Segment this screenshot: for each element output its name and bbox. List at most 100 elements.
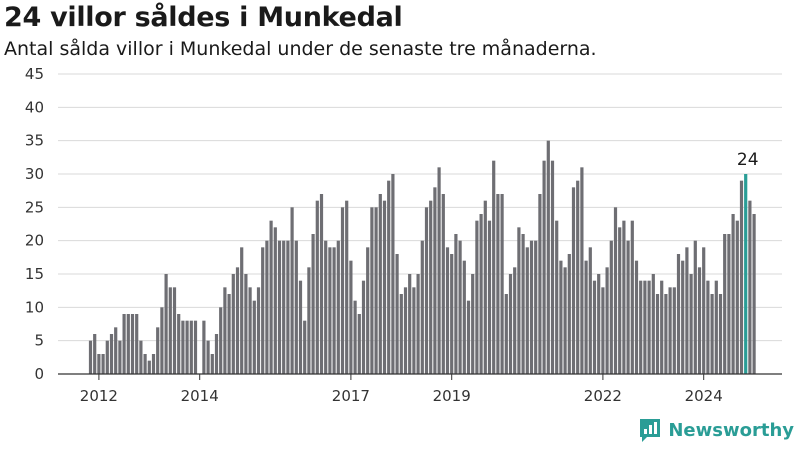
bar [319, 194, 324, 374]
bar [105, 340, 109, 374]
bar [88, 340, 93, 374]
bar [496, 194, 500, 374]
y-tick-label: 20 [25, 232, 44, 250]
bar [277, 240, 282, 374]
chart-title: 24 villor såldes i Munkedal [4, 2, 403, 33]
bar [714, 280, 718, 374]
x-tick-label: 2024 [685, 387, 723, 405]
bar [466, 300, 471, 374]
y-tick-label: 10 [25, 298, 44, 316]
bar [605, 267, 609, 374]
bar [550, 160, 555, 374]
bar [214, 334, 219, 374]
bar [588, 247, 592, 374]
bar [702, 247, 706, 374]
bar [609, 240, 613, 374]
bar [739, 180, 744, 374]
bar [576, 180, 580, 374]
bar [693, 240, 697, 374]
bar [340, 207, 345, 374]
bar [269, 220, 273, 374]
bar-highlight [744, 174, 748, 374]
bar [723, 234, 727, 374]
bar [500, 194, 504, 374]
bar [332, 247, 336, 374]
bar [643, 280, 647, 374]
bar [193, 320, 198, 374]
bar [307, 267, 311, 374]
bar [479, 214, 483, 374]
bar [735, 220, 739, 374]
bar [189, 320, 193, 374]
bar [748, 200, 752, 374]
bar [655, 294, 660, 374]
bar [647, 280, 651, 374]
y-tick-label: 30 [25, 165, 44, 183]
bar [483, 200, 487, 374]
bar [223, 287, 227, 374]
bar [689, 274, 693, 374]
bar [328, 247, 332, 374]
bar [571, 187, 576, 374]
bar [622, 220, 626, 374]
bar [718, 294, 723, 374]
bar [315, 200, 319, 374]
bar [256, 287, 261, 374]
y-tick-label: 15 [25, 265, 44, 283]
bar [529, 240, 534, 374]
bar [395, 254, 399, 374]
bar [387, 180, 391, 374]
brand[interactable]: Newsworthy [638, 416, 794, 444]
bar [567, 254, 571, 374]
bar [399, 294, 403, 374]
bar [420, 240, 424, 374]
bar [555, 220, 559, 374]
bar [122, 314, 126, 374]
newsworthy-logo-icon [640, 419, 661, 442]
bar [160, 307, 164, 374]
y-tick-label: 40 [25, 98, 44, 116]
bar [391, 174, 395, 374]
bar [130, 314, 135, 374]
bar [382, 200, 387, 374]
bar [634, 260, 639, 374]
bar [592, 280, 597, 374]
x-tick-label: 2012 [80, 387, 118, 405]
bar [181, 320, 185, 374]
bar [366, 247, 370, 374]
bar [601, 287, 605, 374]
brand-name: Newsworthy [668, 419, 794, 441]
bar [282, 240, 286, 374]
bar [177, 314, 181, 374]
bar [164, 274, 168, 374]
bar [534, 240, 538, 374]
bar [525, 247, 529, 374]
bar [303, 320, 307, 374]
bar [202, 320, 206, 374]
bar [513, 267, 517, 374]
bar [685, 247, 689, 374]
bar [487, 220, 492, 374]
x-tick-label: 2019 [433, 387, 471, 405]
bar [336, 240, 340, 374]
bar [706, 280, 710, 374]
bar [429, 200, 433, 374]
bar [416, 274, 420, 374]
bar [731, 214, 735, 374]
bar [185, 320, 189, 374]
x-tick-label: 2017 [332, 387, 370, 405]
bar [752, 214, 756, 374]
bar [261, 247, 265, 374]
bar [504, 294, 508, 374]
bar [294, 240, 298, 374]
bar [433, 187, 437, 374]
chart-subtitle: Antal sålda villor i Munkedal under de s… [4, 38, 597, 60]
bar [357, 314, 361, 374]
y-tick-label: 35 [25, 132, 44, 150]
bar [126, 314, 130, 374]
bar [168, 287, 172, 374]
bar [298, 280, 303, 374]
bar [135, 314, 139, 374]
bar [630, 220, 634, 374]
bar [584, 260, 588, 374]
